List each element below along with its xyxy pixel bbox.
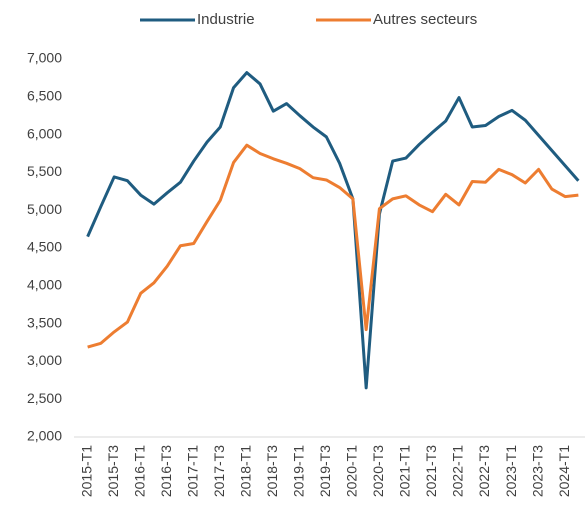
x-tick-label: 2015-T1	[78, 445, 94, 497]
x-tick-label: 2019-T1	[291, 445, 307, 497]
y-tick-label: 6,500	[27, 88, 62, 104]
x-tick-label: 2015-T3	[105, 445, 121, 497]
y-tick-label: 4,500	[27, 239, 62, 255]
x-tick-label: 2018-T3	[264, 445, 280, 497]
x-tick-label: 2023-T1	[503, 445, 519, 497]
x-tick-label: 2019-T3	[317, 445, 333, 497]
x-tick-label: 2017-T1	[184, 445, 200, 497]
series-line	[87, 143, 579, 349]
y-tick-label: 3,000	[27, 352, 62, 368]
y-tick-label: 2,000	[27, 428, 62, 444]
x-tick-label: 2018-T1	[237, 445, 253, 497]
y-tick-label: 5,500	[27, 163, 62, 179]
x-tick-label: 2021-T3	[423, 445, 439, 497]
legend-label: Industrie	[197, 11, 255, 28]
x-tick-label: 2020-T1	[344, 445, 360, 497]
y-tick-label: 5,000	[27, 201, 62, 217]
series-line	[86, 71, 580, 390]
x-tick-label: 2022-T1	[450, 445, 466, 497]
y-tick-label: 2,500	[27, 390, 62, 406]
x-tick-label: 2021-T1	[397, 445, 413, 497]
x-tick-label: 2020-T3	[370, 445, 386, 497]
y-tick-label: 7,000	[27, 50, 62, 66]
legend-label: Autres secteurs	[373, 11, 477, 28]
y-tick-label: 6,000	[27, 125, 62, 141]
x-tick-label: 2023-T3	[529, 445, 545, 497]
x-tick-label: 2017-T3	[211, 445, 227, 497]
x-tick-label: 2016-T3	[158, 445, 174, 497]
x-tick-label: 2024-T1	[556, 445, 572, 497]
x-tick-label: 2016-T1	[131, 445, 147, 497]
y-tick-label: 3,500	[27, 314, 62, 330]
y-tick-label: 4,000	[27, 277, 62, 293]
x-tick-label: 2022-T3	[476, 445, 492, 497]
